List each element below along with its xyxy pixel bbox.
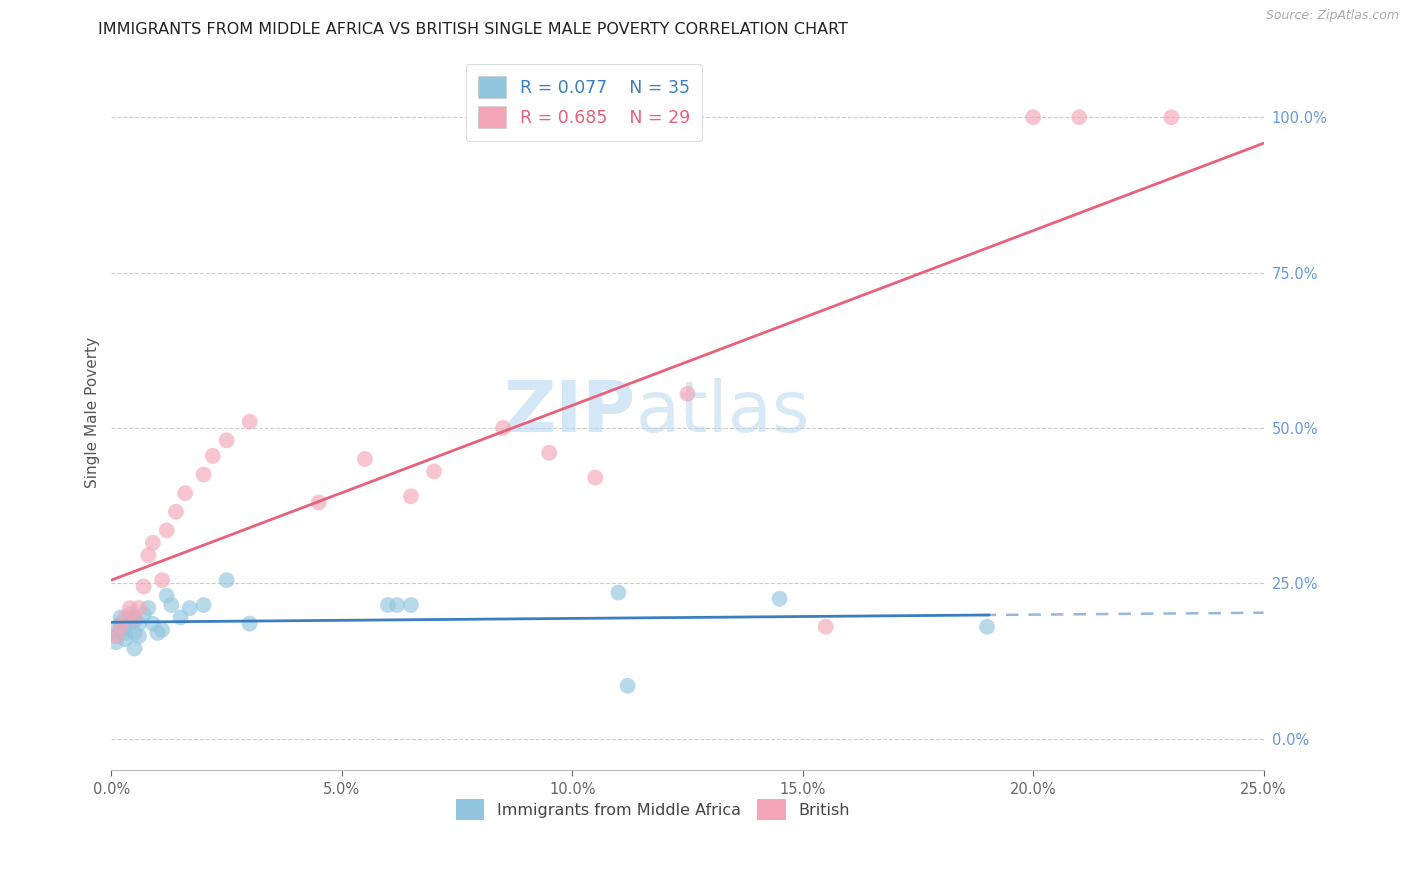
Point (110, 616, 132, 631)
Point (174, 486, 197, 500)
Point (607, 585, 630, 599)
Point (423, 464, 446, 478)
Point (105, 635, 128, 649)
Point (142, 536, 165, 550)
Point (124, 641, 146, 656)
Point (215, 434, 238, 448)
Point (492, 421, 515, 435)
Text: ZIP: ZIP (503, 378, 636, 447)
Point (160, 598, 183, 612)
Point (1160, 110, 1182, 124)
Point (150, 573, 173, 587)
Point (110, 623, 132, 637)
Text: Source: ZipAtlas.com: Source: ZipAtlas.com (1265, 9, 1399, 22)
Point (105, 629, 128, 643)
Point (399, 598, 422, 612)
Point (1069, 110, 1091, 124)
Point (377, 598, 399, 612)
Text: atlas: atlas (636, 378, 810, 447)
Point (156, 589, 179, 603)
Point (583, 470, 606, 484)
Point (1022, 110, 1045, 124)
Point (616, 679, 638, 693)
Point (814, 620, 837, 634)
Point (146, 626, 169, 640)
Point (124, 626, 146, 640)
Text: IMMIGRANTS FROM MIDDLE AFRICA VS BRITISH SINGLE MALE POVERTY CORRELATION CHART: IMMIGRANTS FROM MIDDLE AFRICA VS BRITISH… (98, 22, 848, 37)
Point (105, 623, 128, 637)
Point (105, 629, 128, 643)
Point (165, 505, 187, 519)
Point (128, 616, 150, 631)
Point (179, 601, 201, 615)
Point (156, 524, 179, 538)
Point (136, 549, 159, 563)
Point (538, 446, 561, 460)
Point (976, 620, 998, 634)
Y-axis label: Single Male Poverty: Single Male Poverty (86, 337, 100, 488)
Point (399, 489, 422, 503)
Point (676, 386, 699, 401)
Point (114, 610, 136, 624)
Point (114, 620, 136, 634)
Point (110, 620, 132, 634)
Point (308, 495, 330, 509)
Point (132, 607, 155, 622)
Point (118, 616, 141, 631)
Point (193, 467, 215, 482)
Point (193, 598, 215, 612)
Point (128, 629, 150, 643)
Point (201, 449, 224, 463)
Point (215, 573, 238, 587)
Point (114, 632, 136, 647)
Point (385, 598, 408, 612)
Legend: Immigrants from Middle Africa, British: Immigrants from Middle Africa, British (450, 793, 856, 826)
Point (114, 626, 136, 640)
Point (136, 601, 159, 615)
Point (110, 610, 132, 624)
Point (239, 415, 262, 429)
Point (124, 610, 146, 624)
Point (169, 610, 191, 624)
Point (124, 614, 146, 628)
Point (769, 591, 792, 606)
Point (150, 623, 173, 637)
Point (118, 601, 141, 615)
Point (142, 616, 165, 631)
Point (118, 607, 141, 622)
Point (128, 601, 150, 615)
Point (354, 452, 377, 467)
Point (239, 616, 262, 631)
Point (132, 579, 155, 593)
